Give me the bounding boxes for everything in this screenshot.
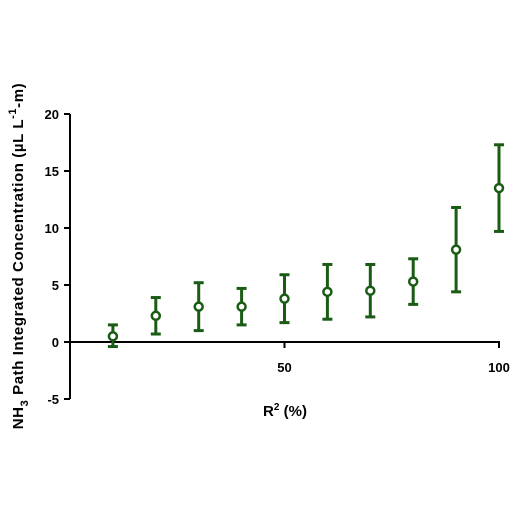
data-marker — [365, 285, 376, 296]
data-series — [107, 143, 505, 349]
data-marker — [450, 244, 462, 255]
y-tick-label: 5 — [52, 278, 59, 293]
x-axis-title: R2 (%) — [263, 402, 307, 420]
data-marker — [150, 310, 162, 322]
data-point — [279, 273, 290, 325]
data-point — [450, 205, 462, 294]
data-point — [322, 262, 333, 321]
data-marker — [279, 293, 290, 304]
axes — [64, 113, 500, 400]
data-point — [365, 262, 376, 319]
y-tick-label: 20 — [45, 107, 59, 122]
x-tick-label: 100 — [488, 360, 510, 375]
y-tick-label: -5 — [47, 392, 59, 407]
data-point — [236, 286, 247, 327]
y-tick-label: 0 — [52, 335, 59, 350]
data-point — [407, 257, 419, 306]
data-point — [193, 281, 204, 333]
data-point — [493, 143, 505, 233]
data-point — [107, 323, 119, 349]
y-tick-label: 10 — [45, 221, 59, 236]
data-marker — [193, 301, 204, 312]
data-marker — [493, 182, 505, 194]
data-marker — [107, 331, 119, 342]
y-axis-title: NH3 Path Integrated Concentration (µL L-… — [7, 83, 31, 430]
data-marker — [322, 286, 333, 298]
data-point — [150, 296, 162, 336]
tick-labels: -5 0 5 10 15 20 50 100 — [45, 107, 510, 407]
x-tick-label: 50 — [277, 360, 291, 375]
y-tick-label: 15 — [45, 164, 59, 179]
data-marker — [236, 301, 247, 312]
data-marker — [407, 276, 419, 287]
